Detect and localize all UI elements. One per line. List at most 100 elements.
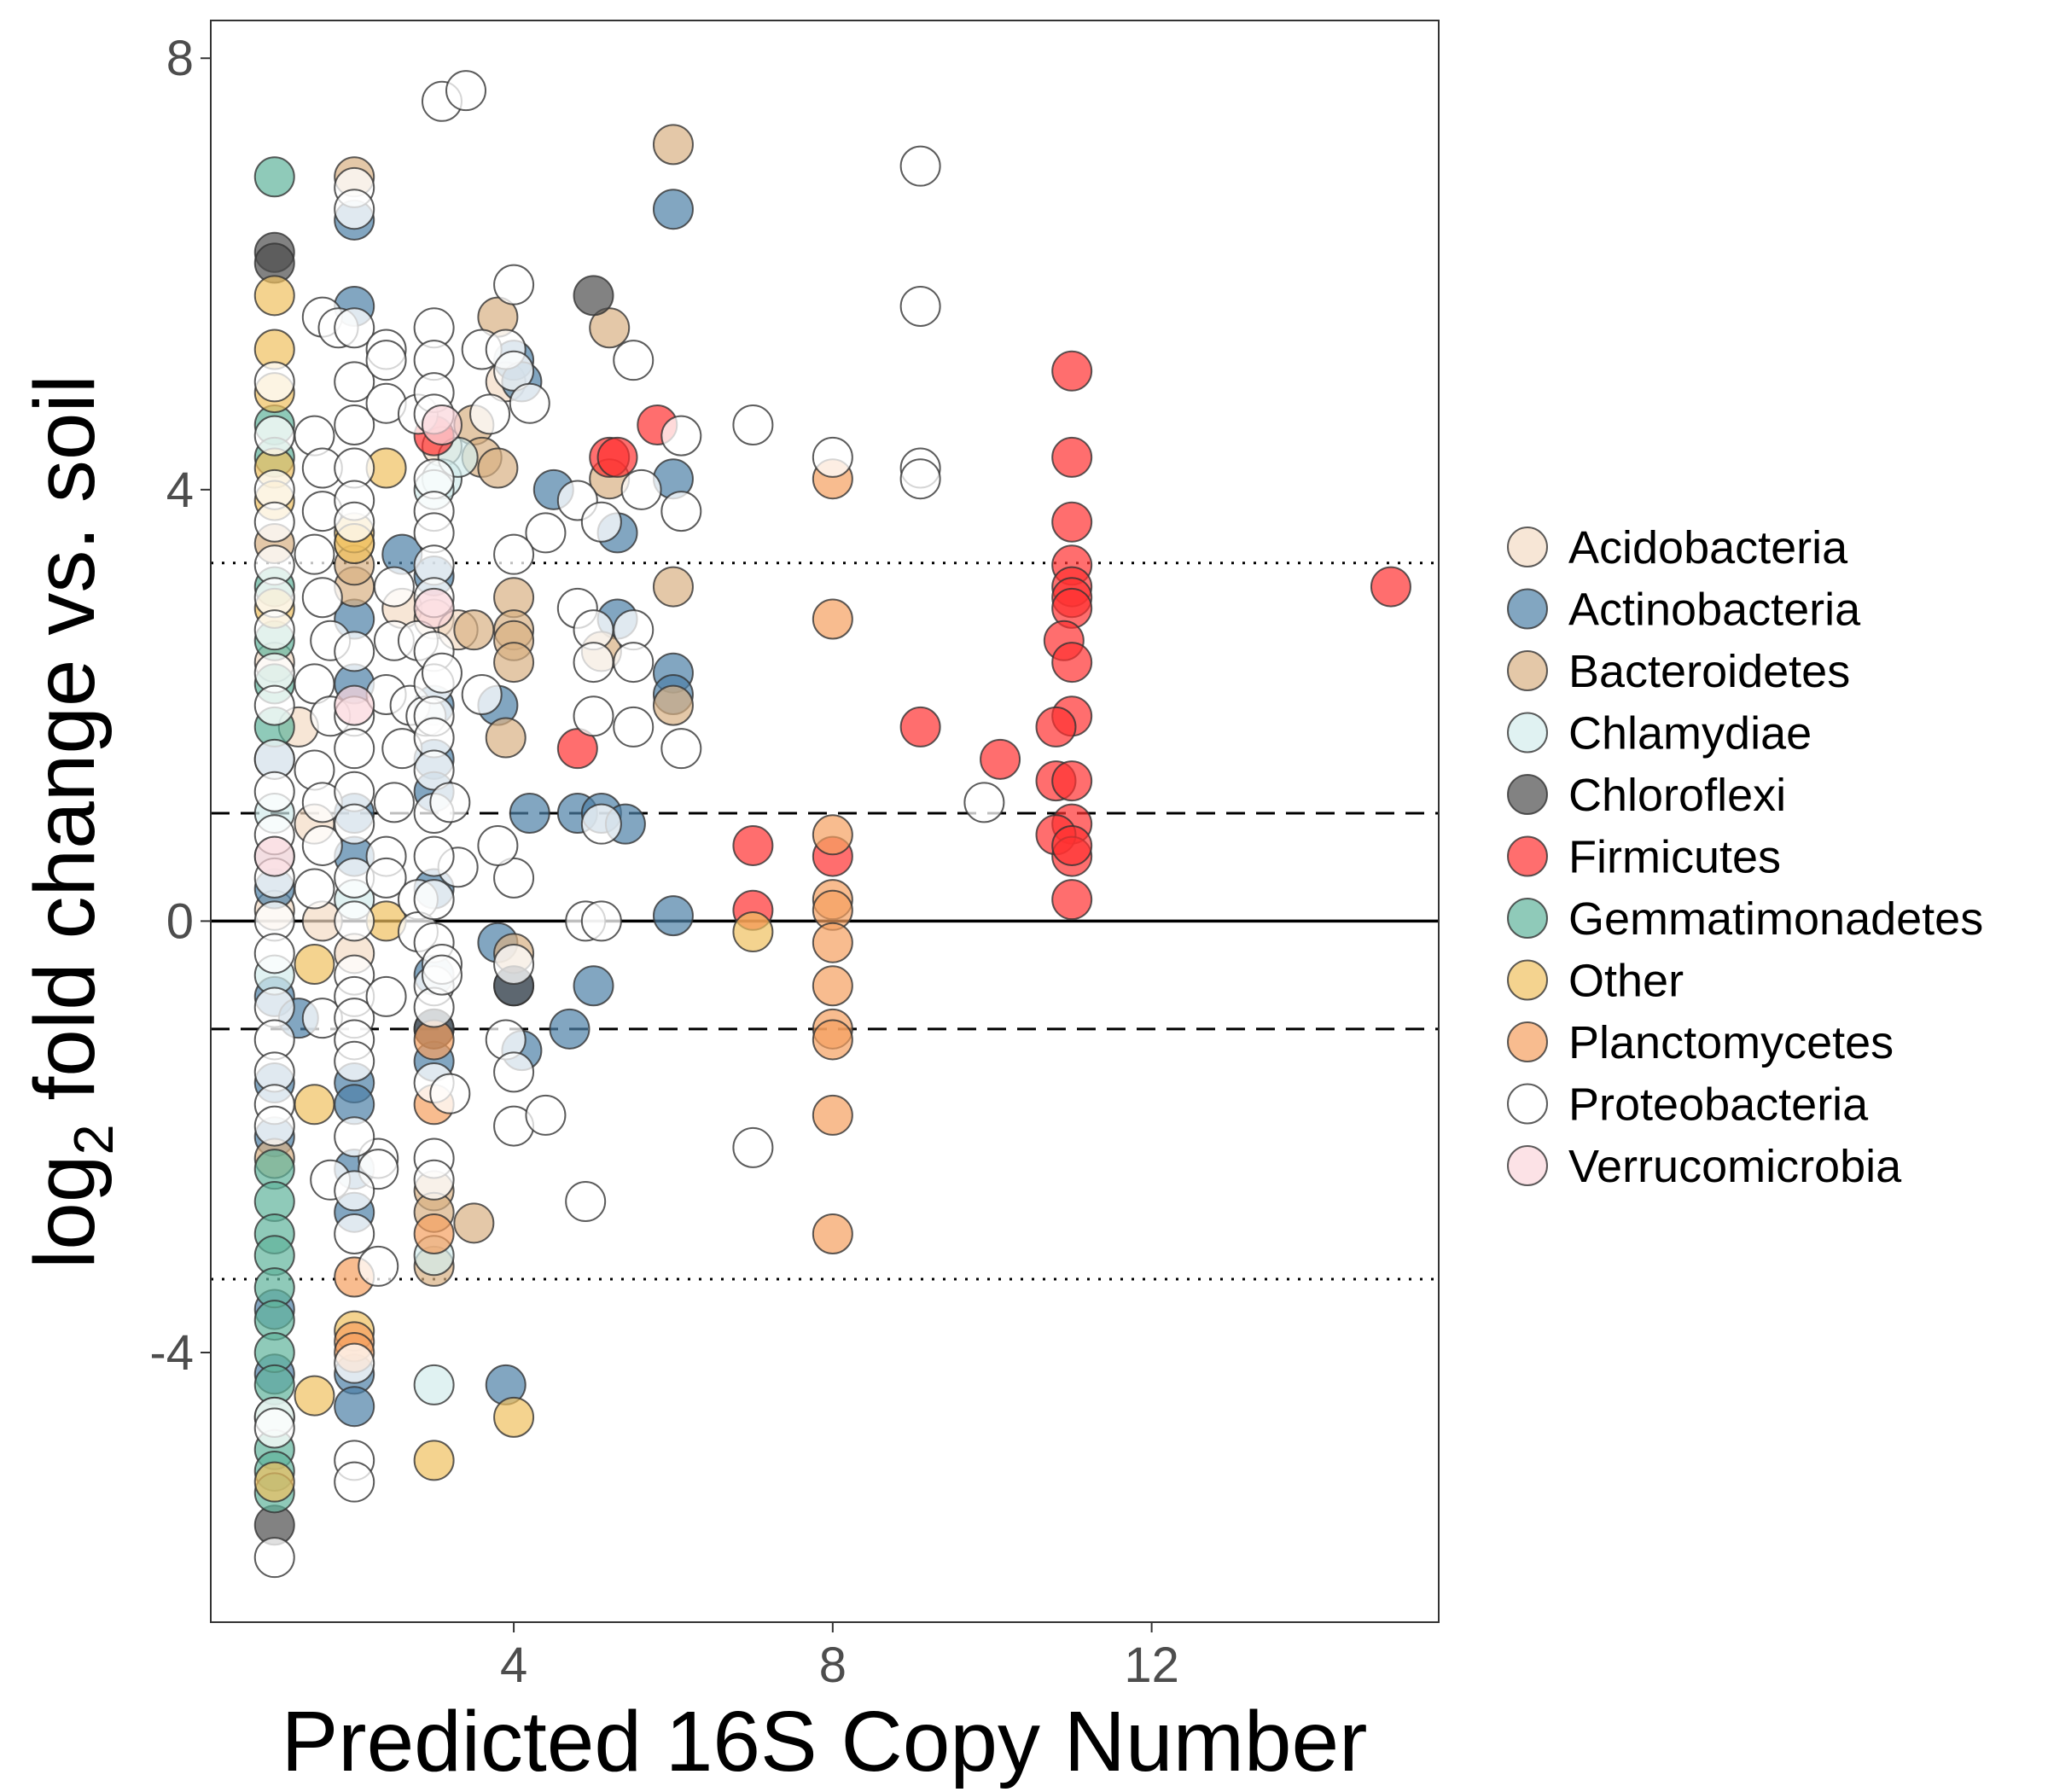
point-proteobacteria: [525, 512, 567, 554]
point-verrucomicrobia: [421, 404, 463, 445]
point-proteobacteria: [253, 684, 295, 726]
y-tick-label: 4: [166, 463, 194, 518]
legend-label-other: Other: [1568, 956, 1684, 1007]
point-proteobacteria: [413, 879, 455, 921]
y-axis-title-rest: fold change vs. soil: [17, 375, 113, 1124]
point-planctomycetes: [812, 1213, 853, 1254]
point-proteobacteria: [899, 145, 941, 187]
point-proteobacteria: [421, 652, 463, 694]
point-proteobacteria: [334, 900, 375, 942]
point-verrucomicrobia: [334, 684, 375, 726]
point-proteobacteria: [294, 533, 335, 575]
point-firmicutes: [1035, 706, 1077, 748]
point-planctomycetes: [812, 598, 853, 640]
point-proteobacteria: [493, 943, 535, 985]
y-axis-title-subscript: 2: [62, 1124, 125, 1155]
point-proteobacteria: [660, 728, 702, 770]
point-proteobacteria: [899, 285, 941, 327]
point-proteobacteria: [812, 436, 853, 478]
point-proteobacteria: [413, 835, 455, 877]
point-proteobacteria: [334, 501, 375, 543]
legend-label-chlamydiae: Chlamydiae: [1568, 708, 1812, 759]
point-firmicutes: [596, 436, 638, 478]
legend-key-chloroflexi: [1507, 774, 1548, 815]
point-firmicutes: [732, 824, 774, 866]
point-proteobacteria: [429, 782, 471, 823]
legend-label-firmicutes: Firmicutes: [1568, 832, 1781, 883]
point-proteobacteria: [613, 642, 655, 684]
point-proteobacteria: [334, 1342, 375, 1384]
legend-key-acidobacteria: [1507, 527, 1548, 567]
point-proteobacteria: [429, 1073, 471, 1114]
point-verrucomicrobia: [253, 835, 295, 877]
point-proteobacteria: [613, 706, 655, 748]
y-tick-label: -4: [149, 1325, 194, 1381]
point-proteobacteria: [963, 782, 1005, 823]
point-proteobacteria: [469, 393, 511, 435]
x-axis-title: Predicted 16S Copy Number: [282, 1694, 1368, 1789]
point-proteobacteria: [334, 1116, 375, 1158]
point-actinobacteria: [652, 895, 694, 937]
y-tick-label: 0: [166, 893, 194, 949]
point-planctomycetes: [812, 922, 853, 963]
point-proteobacteria: [334, 1170, 375, 1212]
point-bacteroidetes: [652, 684, 694, 726]
point-proteobacteria: [461, 673, 503, 715]
point-proteobacteria: [334, 189, 375, 230]
point-firmicutes: [899, 706, 941, 748]
point-firmicutes: [1051, 879, 1093, 921]
point-proteobacteria: [334, 404, 375, 445]
point-chlamydiae: [413, 1364, 455, 1405]
point-proteobacteria: [660, 491, 702, 532]
point-proteobacteria: [477, 824, 519, 866]
point-firmicutes: [1051, 350, 1093, 392]
legend-key-chlamydiae: [1507, 712, 1548, 753]
point-firmicutes: [1051, 501, 1093, 543]
point-proteobacteria: [334, 1040, 375, 1082]
point-proteobacteria: [620, 468, 662, 510]
point-other: [732, 911, 774, 953]
point-planctomycetes: [812, 1094, 853, 1136]
point-other: [294, 943, 335, 985]
point-proteobacteria: [294, 868, 335, 910]
legend-label-verrucomicrobia: Verrucomicrobia: [1568, 1141, 1902, 1192]
y-tick-label: 8: [166, 31, 194, 86]
point-proteobacteria: [334, 361, 375, 403]
point-proteobacteria: [580, 501, 622, 543]
point-actinobacteria: [549, 1008, 591, 1050]
point-firmicutes: [1051, 824, 1093, 866]
point-actinobacteria: [573, 965, 614, 1007]
point-proteobacteria: [334, 1461, 375, 1503]
point-proteobacteria: [253, 771, 295, 812]
point-firmicutes: [1370, 566, 1411, 608]
legend-label-bacteroidetes: Bacteroidetes: [1568, 646, 1850, 697]
x-tick-label: 8: [819, 1638, 847, 1693]
point-bacteroidetes: [477, 447, 519, 489]
legend-label-acidobacteria: Acidobacteria: [1568, 522, 1848, 573]
point-other: [413, 1440, 455, 1481]
point-bacteroidetes: [453, 609, 495, 651]
legend-key-gemmatimonadetes: [1507, 898, 1548, 939]
legend-label-actinobacteria: Actinobacteria: [1568, 585, 1861, 636]
point-other: [294, 1084, 335, 1126]
point-actinobacteria: [334, 1386, 375, 1428]
point-verrucomicrobia: [413, 587, 455, 629]
x-tick-label: 4: [500, 1638, 527, 1693]
point-actinobacteria: [652, 189, 694, 230]
legend-key-firmicutes: [1507, 835, 1548, 877]
point-proteobacteria: [573, 695, 614, 737]
point-proteobacteria: [301, 577, 343, 619]
point-proteobacteria: [732, 404, 774, 445]
legend-label-planctomycetes: Planctomycetes: [1568, 1017, 1894, 1068]
point-proteobacteria: [253, 501, 295, 543]
point-proteobacteria: [493, 533, 535, 575]
point-proteobacteria: [253, 361, 295, 403]
point-planctomycetes: [812, 965, 853, 1007]
point-firmicutes: [980, 738, 1021, 780]
point-proteobacteria: [525, 1094, 567, 1136]
legend-key-planctomycetes: [1507, 1021, 1548, 1062]
plot-border: [210, 20, 1440, 1623]
point-chloroflexi: [573, 275, 614, 317]
point-proteobacteria: [413, 1159, 455, 1201]
